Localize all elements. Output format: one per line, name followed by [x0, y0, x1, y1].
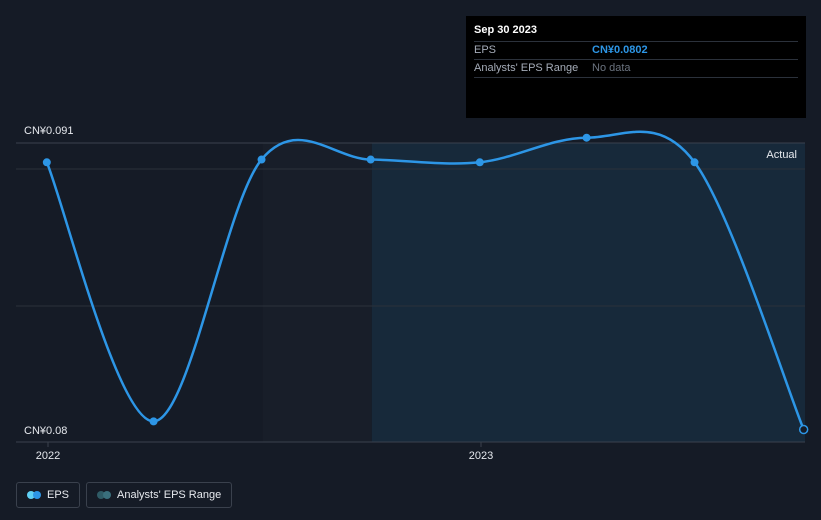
range-legend-icon — [97, 491, 112, 499]
eps-series[interactable] — [42, 130, 809, 435]
tooltip-range-label: Analysts' EPS Range — [474, 62, 579, 74]
legend-eps-button[interactable]: EPS — [16, 482, 81, 508]
eps-point — [149, 417, 158, 426]
x-tick-label: 2022 — [36, 450, 60, 462]
tooltip-range-value: No data — [592, 62, 631, 74]
chart-legend: EPS Analysts' EPS Range — [16, 482, 233, 508]
tooltip-eps-row: EPS CN¥0.0802 — [474, 41, 798, 60]
eps-point — [257, 155, 266, 164]
legend-eps-label: EPS — [47, 489, 70, 501]
tooltip-eps-label: EPS — [474, 44, 497, 56]
eps-point — [690, 158, 699, 167]
eps-point — [366, 155, 375, 164]
eps-legend-icon — [27, 491, 41, 499]
eps-point — [42, 158, 51, 167]
past-highlight-band — [262, 143, 372, 442]
y-top-label: CN¥0.091 — [24, 125, 74, 137]
chart-labels: 2022 2023 CN¥0.091 CN¥0.08 Actual — [24, 125, 797, 462]
eps-point — [798, 424, 809, 435]
tooltip-date: Sep 30 2023 — [474, 24, 537, 36]
legend-range-label: Analysts' EPS Range — [117, 489, 222, 501]
chart-tooltip: Sep 30 2023 EPS CN¥0.0802 Analysts' EPS … — [466, 16, 806, 118]
tooltip-eps-value: CN¥0.0802 — [592, 44, 648, 56]
actual-region — [371, 143, 805, 442]
tooltip-range-row: Analysts' EPS Range No data — [474, 60, 798, 78]
eps-point — [582, 133, 591, 142]
y-bottom-label: CN¥0.08 — [24, 425, 67, 437]
eps-point — [475, 158, 484, 167]
legend-range-button[interactable]: Analysts' EPS Range — [86, 482, 233, 508]
chart-background — [262, 143, 805, 442]
actual-region-label: Actual — [766, 149, 797, 161]
x-tick-label: 2023 — [469, 450, 493, 462]
